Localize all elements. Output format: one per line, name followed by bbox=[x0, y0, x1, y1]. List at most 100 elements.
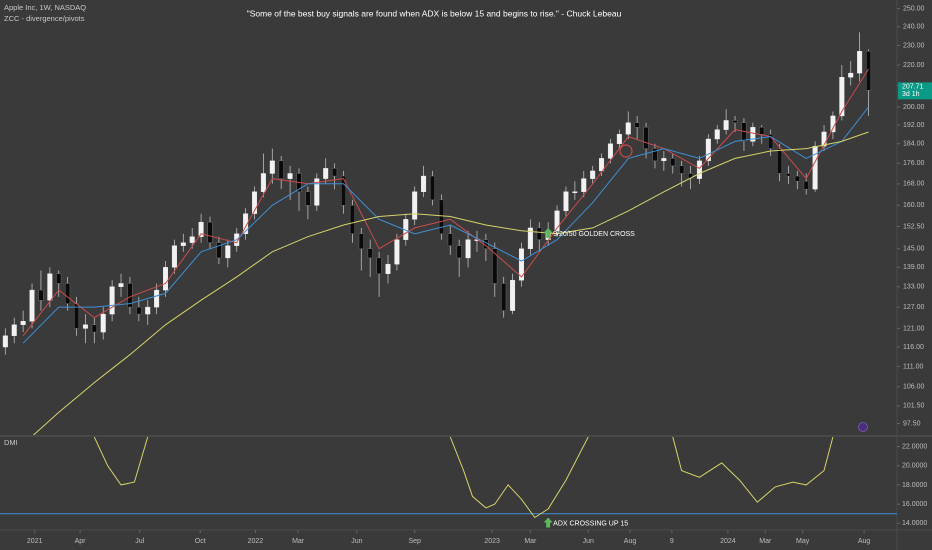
candle-body bbox=[696, 160, 702, 179]
y-tick-label: 133.00 bbox=[903, 284, 925, 291]
candle-body bbox=[278, 160, 284, 179]
candle-body bbox=[848, 72, 854, 78]
candle-body bbox=[376, 257, 382, 274]
x-tick-label: Aug bbox=[624, 538, 637, 545]
y-tick-label: 176.00 bbox=[903, 160, 925, 167]
adx-line bbox=[672, 437, 834, 503]
y-tick-label: 240.00 bbox=[903, 24, 925, 31]
candle-body bbox=[20, 321, 26, 325]
candle-body bbox=[563, 191, 569, 212]
candle-body bbox=[412, 191, 418, 220]
candle-body bbox=[785, 173, 791, 177]
candle-body bbox=[82, 324, 88, 329]
candle-body bbox=[287, 173, 293, 179]
candle-body bbox=[367, 248, 373, 259]
y-tick-label: 121.00 bbox=[903, 325, 925, 332]
candle-body bbox=[679, 165, 685, 174]
x-tick-label: 2021 bbox=[27, 538, 43, 545]
candle-body bbox=[438, 199, 444, 234]
axes: 97.50 101.50 106.00 111.00 116.00 121.00 127.0… bbox=[27, 6, 932, 545]
y-tick-label: 192.00 bbox=[903, 122, 925, 129]
candle-body bbox=[429, 175, 435, 201]
candle-body bbox=[118, 283, 124, 287]
candle-body bbox=[759, 127, 765, 135]
candle-body bbox=[332, 168, 338, 177]
y-tick-label: 20.0000 bbox=[902, 463, 927, 470]
candle-body bbox=[216, 242, 222, 259]
candle-body bbox=[394, 239, 400, 265]
countdown-label: 3d 1h bbox=[902, 91, 920, 98]
y-tick-label: 14.0000 bbox=[902, 520, 927, 527]
candle-body bbox=[839, 77, 845, 117]
candle-body bbox=[136, 306, 142, 315]
candle-body bbox=[127, 283, 133, 308]
annotation-arrow bbox=[543, 227, 553, 238]
candle-body bbox=[189, 236, 195, 243]
headline: "Some of the best buy signals are found … bbox=[247, 8, 622, 18]
y-tick-label: 168.00 bbox=[903, 181, 925, 188]
candle-body bbox=[732, 120, 738, 123]
candle-body bbox=[536, 227, 542, 240]
candle-body bbox=[171, 245, 177, 268]
candle-body bbox=[56, 273, 62, 284]
candle-body bbox=[670, 158, 676, 167]
candle-body bbox=[154, 289, 160, 308]
x-tick-label: Jun bbox=[583, 538, 594, 545]
candle-body bbox=[492, 248, 498, 284]
candle-body bbox=[768, 134, 774, 149]
symbol-title: Apple Inc, 1W, NASDAQ bbox=[4, 3, 86, 12]
candle-body bbox=[590, 170, 596, 179]
event-icon[interactable] bbox=[858, 422, 868, 432]
candle-body bbox=[323, 168, 329, 179]
candle-body bbox=[527, 227, 533, 249]
candle-body bbox=[269, 160, 275, 174]
candle-body bbox=[607, 143, 613, 159]
candle-body bbox=[38, 289, 44, 301]
candle-body bbox=[198, 221, 204, 237]
x-tick-label: Sep bbox=[408, 538, 421, 545]
candle-body bbox=[349, 205, 355, 234]
x-tick-label: 2022 bbox=[248, 538, 264, 545]
adx-line bbox=[449, 437, 589, 519]
candle-body bbox=[634, 122, 640, 128]
candle-body bbox=[866, 51, 872, 91]
candle-body bbox=[777, 148, 783, 174]
candle-body bbox=[163, 267, 169, 291]
candle-body bbox=[465, 239, 471, 259]
annotation-arrow bbox=[543, 517, 553, 528]
candle-body bbox=[207, 221, 213, 243]
candle-body bbox=[91, 324, 97, 333]
x-tick-label: Jul bbox=[135, 538, 144, 545]
candle-body bbox=[705, 138, 711, 162]
indicator-pane bbox=[0, 437, 897, 519]
candle-body bbox=[599, 158, 605, 172]
candle-body bbox=[180, 242, 186, 246]
candle-body bbox=[260, 173, 266, 192]
candle-body bbox=[688, 173, 694, 179]
candle-body bbox=[714, 129, 720, 140]
y-tick-label: 18.0000 bbox=[902, 482, 927, 489]
candle-body bbox=[456, 245, 462, 259]
candle-body bbox=[314, 178, 320, 206]
y-tick-label: 127.00 bbox=[903, 304, 925, 311]
price-pane bbox=[2, 32, 872, 435]
candle-body bbox=[385, 263, 391, 274]
x-tick-label: Oct bbox=[195, 538, 206, 545]
candle-body bbox=[340, 175, 346, 206]
y-tick-label: 250.00 bbox=[903, 6, 925, 13]
candle-body bbox=[421, 175, 427, 192]
candle-body bbox=[723, 120, 729, 130]
candle-body bbox=[252, 191, 258, 214]
candle-body bbox=[358, 233, 364, 249]
last-price-label: 207.71 bbox=[902, 84, 924, 91]
y-tick-label: 97.50 bbox=[903, 420, 921, 427]
candle-body bbox=[750, 127, 756, 142]
y-tick-label: 16.0000 bbox=[902, 501, 927, 508]
x-tick-label: 2023 bbox=[484, 538, 500, 545]
candle-body bbox=[100, 313, 106, 333]
candle-body bbox=[225, 245, 231, 259]
candle-body bbox=[821, 131, 827, 147]
candle-body bbox=[47, 273, 53, 301]
candle-body bbox=[554, 210, 560, 232]
